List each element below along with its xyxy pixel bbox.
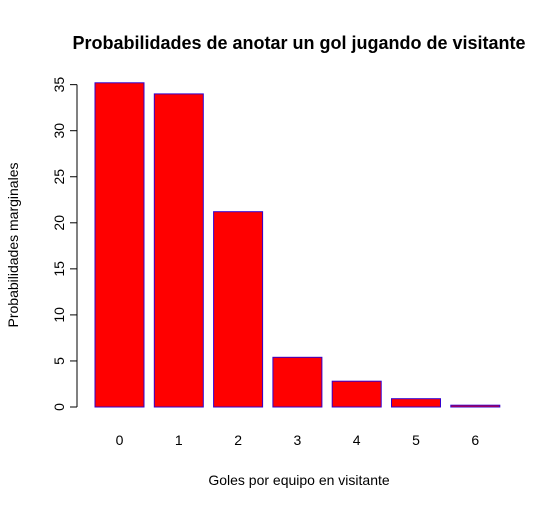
chart-title: Probabilidades de anotar un gol jugando …	[72, 33, 525, 53]
bars-group	[94, 82, 501, 408]
bar-0	[94, 82, 145, 408]
bar-6	[450, 404, 501, 408]
bar-4	[331, 380, 382, 408]
x-tick-label: 0	[116, 432, 124, 448]
y-tick-label: 20	[51, 215, 67, 231]
x-tick-label: 2	[234, 432, 242, 448]
y-tick-label: 5	[51, 357, 67, 365]
y-axis-ticks: 0 5 10 15 20 25 30 35	[51, 77, 77, 411]
bar-2	[213, 211, 264, 408]
bar-3	[272, 356, 323, 408]
x-axis-label: Goles por equipo en visitante	[208, 472, 390, 488]
y-tick-label: 10	[51, 307, 67, 323]
x-tick-label: 4	[353, 432, 361, 448]
y-tick-label: 0	[51, 403, 67, 411]
y-tick-label: 15	[51, 261, 67, 277]
x-tick-label: 3	[294, 432, 302, 448]
bar-5	[391, 398, 441, 408]
y-axis-label: Probabilidades marginales	[5, 163, 21, 328]
bar-1	[153, 93, 204, 408]
y-tick-label: 35	[51, 77, 67, 93]
x-tick-label: 1	[175, 432, 183, 448]
y-tick-label: 25	[51, 169, 67, 185]
x-tick-label: 6	[471, 432, 479, 448]
y-tick-label: 30	[51, 123, 67, 139]
x-tick-labels: 0 1 2 3 4 5 6	[116, 432, 480, 448]
x-tick-label: 5	[412, 432, 420, 448]
